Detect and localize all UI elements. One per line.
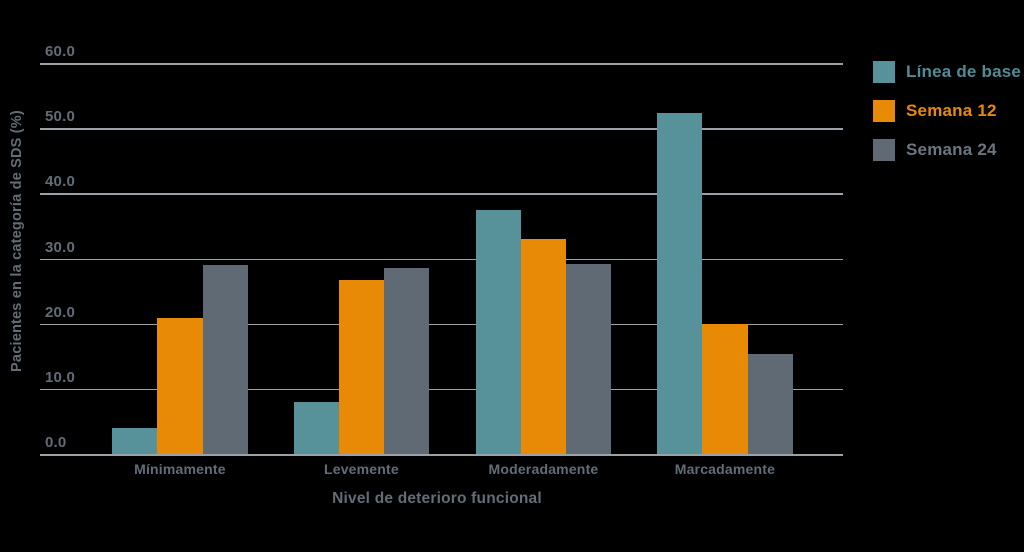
gridline-y-0 — [40, 454, 843, 456]
legend-label-2: Semana 12 — [906, 101, 997, 120]
bar-mínimamente-serie-2 — [157, 317, 203, 454]
bar-levemente-serie-3 — [384, 268, 430, 454]
y-tick-label-0: 0.0 — [45, 434, 67, 451]
bar-marcadamente-serie-2 — [702, 324, 748, 454]
gridline-y-60 — [40, 63, 843, 65]
bar-levemente-serie-1 — [293, 401, 339, 454]
gridline-y-30 — [40, 258, 843, 260]
y-tick-label-50: 50.0 — [45, 108, 75, 126]
bar-marcadamente-serie-1 — [657, 113, 703, 454]
gridline-y-40 — [40, 193, 843, 195]
legend-swatch-1 — [873, 61, 895, 83]
gridline-y-20 — [40, 323, 843, 326]
bar-levemente-serie-2 — [338, 280, 385, 454]
bar-moderadamente-serie-1 — [475, 209, 521, 454]
x-tick-label-1: Mínimamente — [134, 461, 226, 477]
y-tick-label-30: 30.0 — [45, 238, 75, 256]
y-tick-label-40: 40.0 — [45, 173, 75, 191]
legend-label-1: Línea de base — [906, 62, 1022, 81]
x-tick-label-4: Marcadamente — [674, 461, 776, 477]
legend-item-1: Línea de base — [873, 61, 1021, 83]
legend-label-3: Semana 24 — [906, 140, 997, 159]
legend: Línea de base Semana 12 Semana 24 — [873, 61, 1021, 178]
bar-moderadamente-serie-2 — [520, 238, 567, 454]
gridline-y-50 — [40, 128, 843, 130]
bar-marcadamente-serie-3 — [747, 353, 793, 454]
y-tick-label-10: 10.0 — [45, 368, 75, 386]
legend-swatch-3 — [873, 139, 895, 161]
legend-swatch-2 — [873, 100, 895, 122]
y-axis-title: Pacientes en la categoría de SDS (%) — [9, 110, 25, 372]
bar-mínimamente-serie-3 — [202, 265, 248, 454]
gridline-y-10 — [40, 388, 843, 391]
x-tick-label-2: Levemente — [323, 461, 399, 477]
y-tick-label-20: 20.0 — [45, 303, 75, 321]
legend-item-3: Semana 24 — [873, 139, 1021, 161]
legend-item-2: Semana 12 — [873, 100, 1021, 122]
y-tick-label-60: 60.0 — [45, 43, 75, 60]
x-tick-label-3: Moderadamente — [488, 461, 599, 477]
bar-moderadamente-serie-3 — [566, 264, 612, 454]
x-axis-title: Nivel de deterioro funcional — [332, 490, 542, 507]
bar-mínimamente-serie-1 — [112, 427, 158, 454]
